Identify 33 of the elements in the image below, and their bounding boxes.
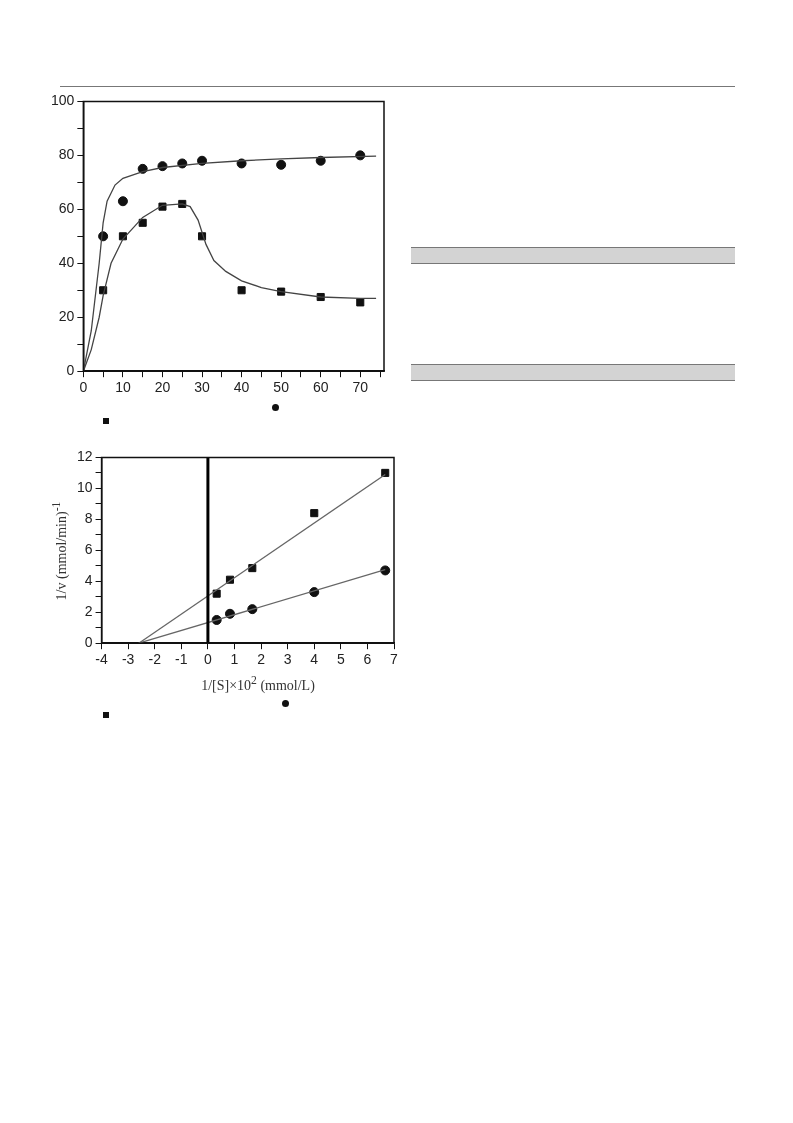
- y-tick-label: 40: [58, 254, 75, 271]
- x-tick-label: 7: [390, 651, 399, 668]
- y-tick-label: 60: [58, 200, 75, 217]
- y-tick-label: 0: [66, 362, 75, 379]
- y-tick-label: 100: [51, 92, 75, 109]
- x-tick-label: 10: [115, 379, 131, 396]
- y-tick-label: 2: [84, 603, 93, 620]
- y-tick-label: 20: [58, 308, 75, 325]
- x-tick-label: 60: [312, 379, 329, 396]
- y-tick-label: 12: [76, 448, 93, 465]
- y-tick-label: 10: [76, 479, 93, 496]
- x-tick-label: 6: [363, 651, 372, 668]
- x-tick-label: -1: [175, 651, 188, 668]
- x-tick-label: 40: [233, 379, 250, 396]
- y-tick-label: 0: [84, 634, 93, 651]
- y-tick-label: 8: [84, 510, 93, 527]
- y-tick-label: 4: [84, 572, 93, 589]
- x-tick-label: -3: [121, 651, 135, 668]
- x-tick-label: 50: [273, 379, 290, 396]
- x-tick-label: -2: [148, 651, 162, 668]
- x-tick-label: 0: [204, 651, 213, 668]
- x-tick-label: 70: [352, 379, 369, 396]
- x-tick-label: 4: [310, 651, 319, 668]
- x-tick-label: 3: [283, 651, 292, 668]
- x-tick-label: 1: [230, 651, 239, 668]
- x-tick-label: 2: [257, 651, 266, 668]
- x-tick-label: -4: [95, 651, 109, 668]
- y-tick-label: 80: [58, 146, 75, 163]
- x-tick-label: 30: [194, 379, 211, 396]
- x-tick-label: 5: [336, 651, 345, 668]
- x-tick-label: 20: [154, 379, 171, 396]
- x-axis-title: 1/[S]×10$^{2}$ (mmol/L): [200, 674, 316, 694]
- y-tick-label: 6: [84, 541, 93, 558]
